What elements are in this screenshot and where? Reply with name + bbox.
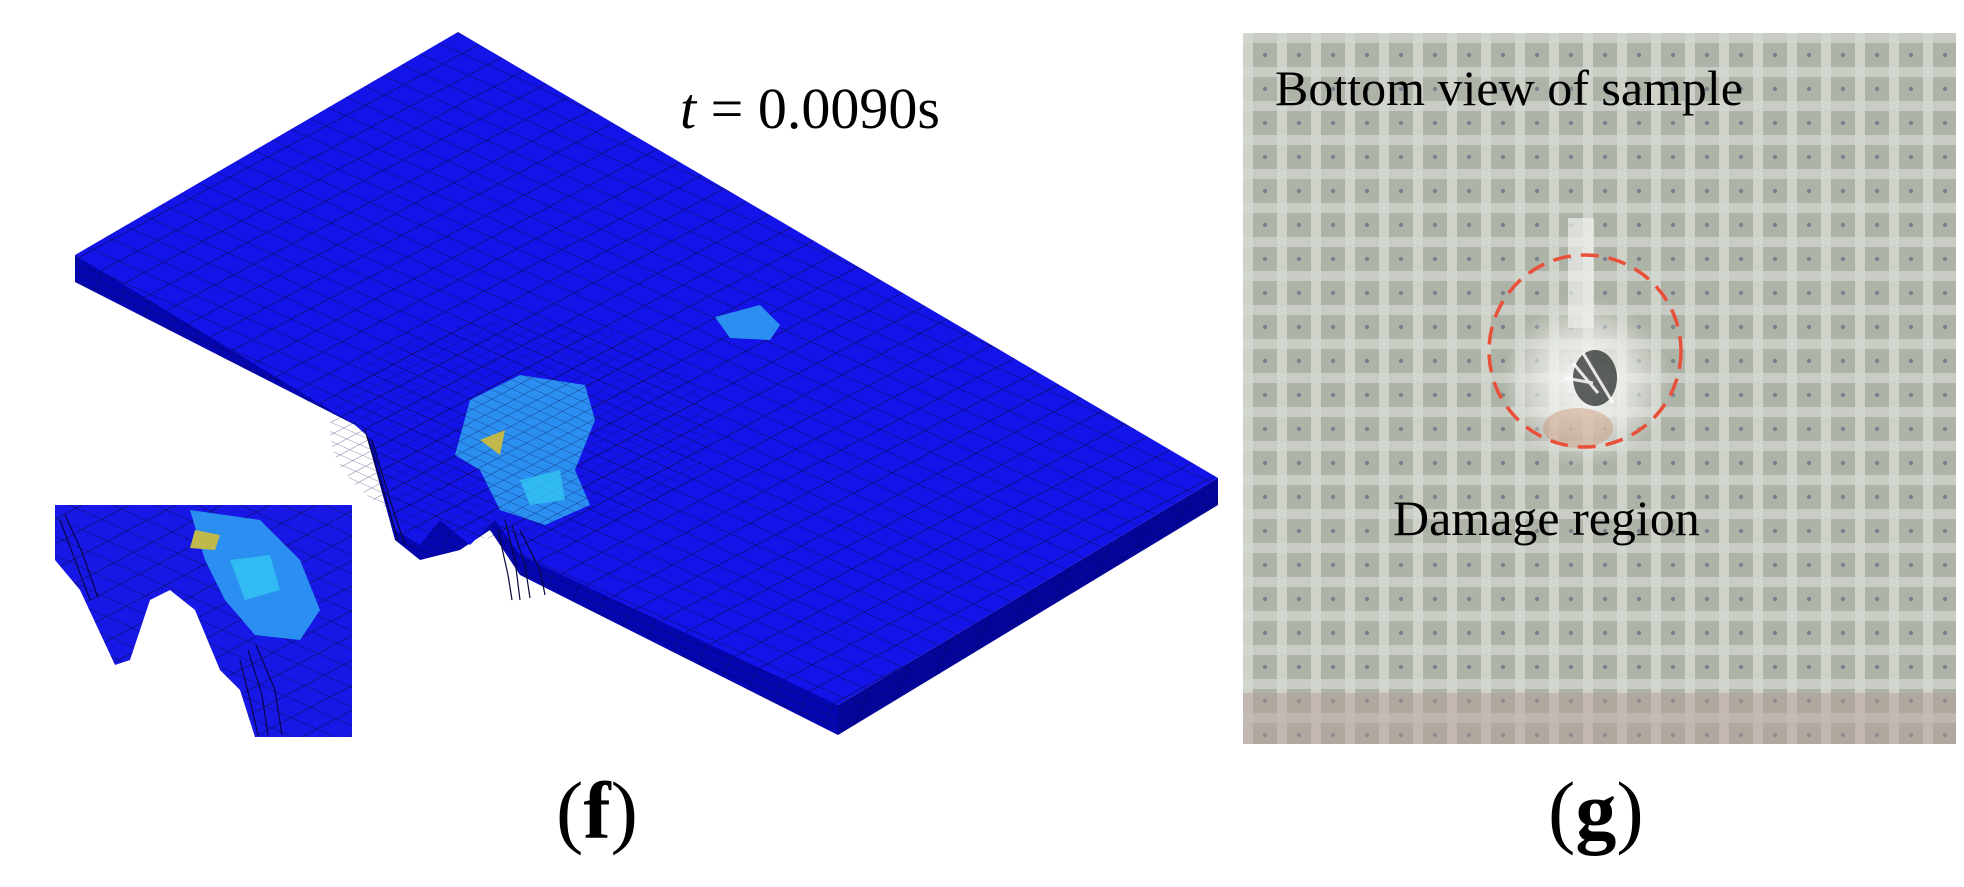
damage-spot	[715, 305, 780, 340]
time-value: = 0.0090s	[696, 76, 940, 141]
panel-letter-g: g	[1575, 765, 1617, 856]
damage-region-label: Damage region	[1393, 490, 1700, 546]
fabric-texture	[1243, 33, 1956, 744]
damage-circle	[1487, 253, 1683, 449]
sample-photo: Bottom view of sample Damage region	[1243, 33, 1956, 744]
photo-title: Bottom view of sample	[1275, 60, 1743, 116]
time-stamp: t = 0.0090s	[680, 80, 940, 138]
panel-label-g: (g)	[1548, 765, 1644, 856]
time-variable: t	[680, 76, 697, 141]
panel-letter-f: f	[583, 765, 611, 856]
panel-label-f: (f)	[556, 765, 638, 856]
damage-inset	[55, 505, 352, 737]
fe-plate-mesh	[55, 32, 1218, 737]
torn-fibers	[364, 429, 546, 601]
